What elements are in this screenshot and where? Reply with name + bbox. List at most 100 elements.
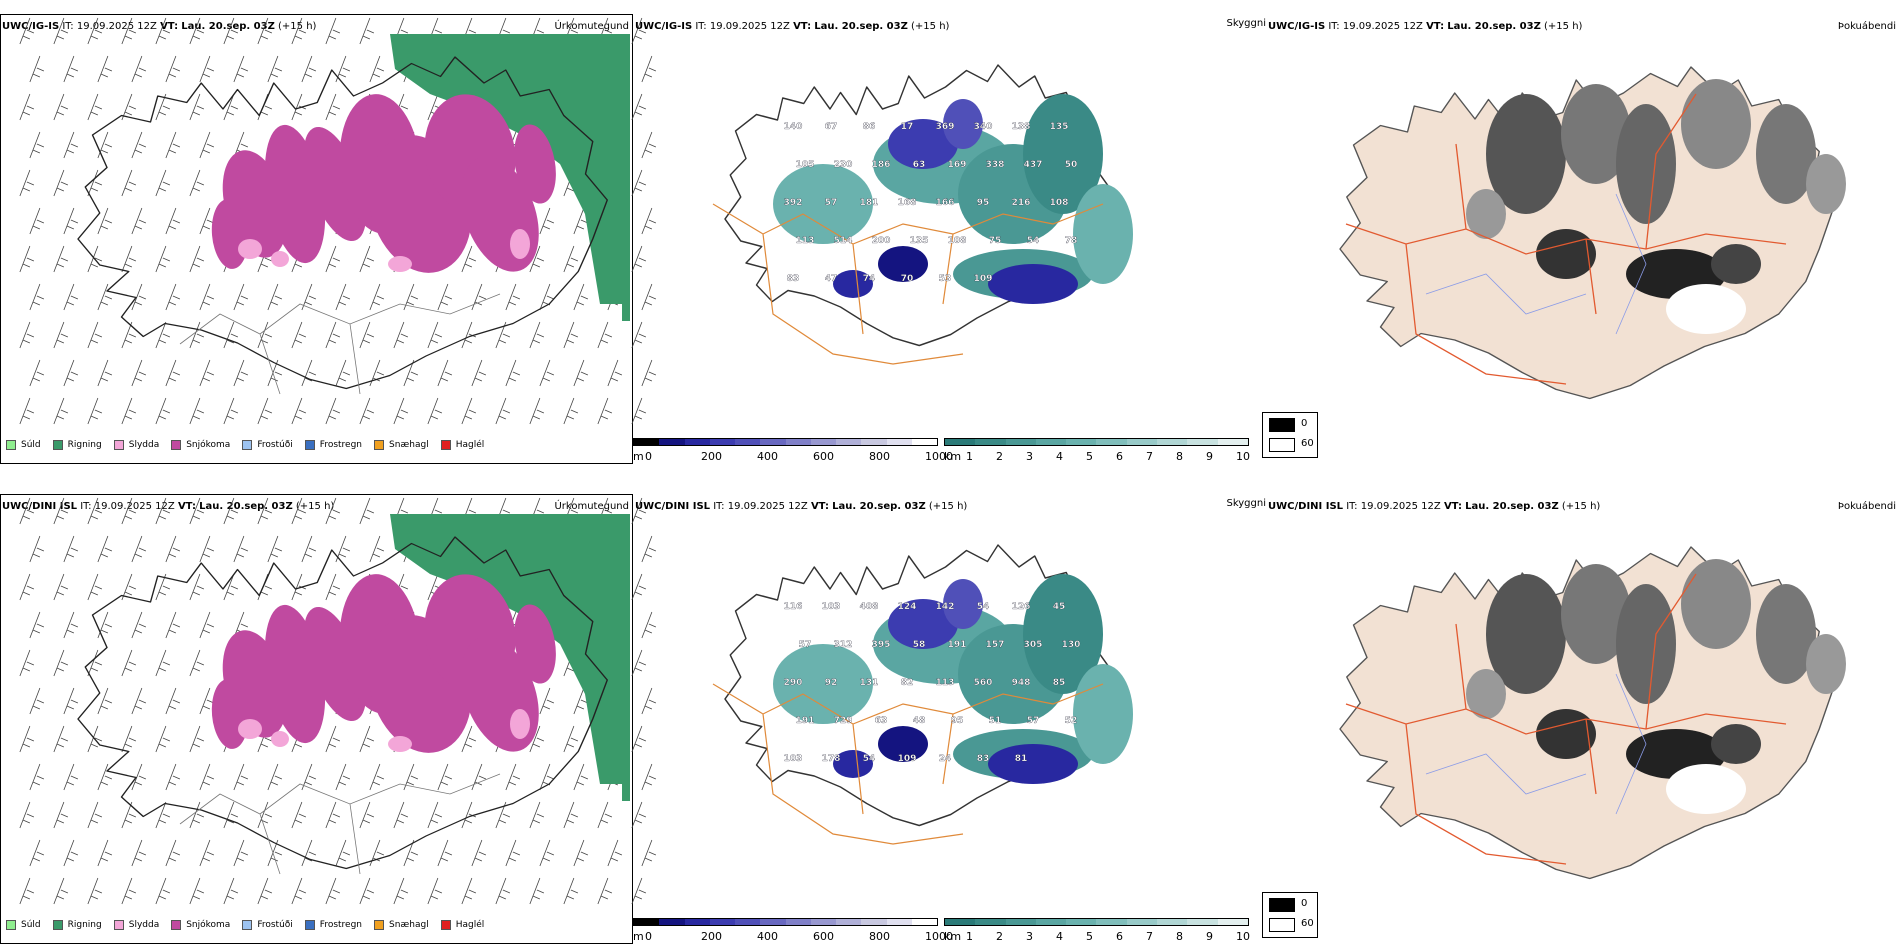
panel-title: UWC/DINI ISL IT: 19.09.2025 12Z VT: Lau.… (2, 501, 335, 512)
sleet-area (388, 256, 412, 272)
legend-label: Snæhagl (389, 920, 429, 930)
colorbar-swatch (975, 439, 1006, 445)
roads (1345, 573, 1787, 865)
cloudbase-label: 57 (799, 640, 812, 650)
cloudbase-label: 51 (989, 716, 1002, 726)
legend-item: Slydda (108, 920, 159, 930)
legend-swatch (113, 440, 124, 450)
cloudbase-label: 63 (875, 716, 888, 726)
cloudbase-label: 103 (822, 602, 841, 612)
colorbar-tick: 7 (1146, 930, 1153, 943)
snow-area (303, 126, 367, 242)
colorbar-swatch (735, 439, 761, 445)
cloudbase-label: 514 (834, 236, 853, 246)
precip-title: Úrkomutegund (554, 21, 629, 32)
cloudbase-label: 124 (898, 602, 917, 612)
colorbar-swatch (785, 439, 811, 445)
visibility-area (773, 644, 873, 724)
fog-area (1466, 189, 1506, 239)
colorbar-tick: 800 (869, 450, 890, 463)
visibility-colorbar: km 1 2 3 4 5 6 7 8 9 10 (944, 438, 1264, 464)
fog-area (1466, 669, 1506, 719)
legend-label: Haglél (455, 920, 485, 930)
cloudbase-label: 81 (1015, 754, 1028, 764)
cloudbase-label: 126 (1012, 602, 1031, 612)
cloudbase-area (888, 119, 958, 169)
iceland-outline (77, 56, 608, 390)
cloudbase-label: 48 (913, 716, 926, 726)
cloudbase-label: 166 (936, 198, 955, 208)
cloudbase-label: 200 (872, 236, 891, 246)
colorbar-swatch (836, 439, 862, 445)
cloudbase-label: 181 (860, 198, 879, 208)
legend-swatch (374, 920, 385, 930)
visibility-area (773, 164, 873, 244)
cloudbase-label: 191 (948, 640, 967, 650)
colorbar-swatch (659, 919, 685, 925)
legend-item: Slydda (108, 440, 159, 450)
colorbar-swatch (684, 439, 710, 445)
colorbar-strip (944, 438, 1249, 446)
legend-label: Snjókoma (186, 920, 231, 930)
legend-item: Rigning (47, 440, 102, 450)
fog-map (1339, 546, 1846, 880)
colorbar-unit: km (944, 450, 962, 463)
fog-area (1486, 574, 1566, 694)
colorbar-strip (944, 918, 1249, 926)
colorbar-tick: 7 (1146, 450, 1153, 463)
colorbar-tick: 10 (1236, 930, 1250, 943)
legend-label: Slydda (128, 440, 160, 450)
cloudbase-label: 140 (784, 122, 803, 132)
legend-swatch (1269, 918, 1295, 932)
cloudbase-label: 395 (872, 640, 891, 650)
colorbar-swatch (634, 919, 660, 925)
colorbar-swatch (861, 919, 887, 925)
colorbar-tick: 400 (757, 930, 778, 943)
panel-title: UWC/DINI ISL IT: 19.09.2025 12Z VT: Lau.… (1268, 501, 1601, 512)
cloudbase-label: 948 (1012, 678, 1031, 688)
cloudbase-label: 54 (863, 754, 876, 764)
cloudbase-label: 24 (939, 754, 952, 764)
legend-swatch (242, 920, 253, 930)
cloudbase-area (833, 750, 873, 778)
legend-label: Frostregn (319, 440, 363, 450)
colorbar-swatch (1035, 919, 1067, 925)
cloudbase-label: 230 (834, 160, 853, 170)
colorbar-unit: km (944, 930, 962, 943)
colorbar-tick: 9 (1206, 450, 1213, 463)
fog-area (1681, 79, 1751, 169)
legend-item: Frostúði (236, 440, 293, 450)
cloudbase-label: 108 (1050, 198, 1069, 208)
legend-swatch (52, 440, 63, 450)
colorbar-swatch (760, 919, 786, 925)
rain-area (622, 776, 630, 801)
sleet-area (510, 709, 530, 739)
cloudbase-colorbar: m 0 200 400 600 800 1000 (633, 918, 953, 944)
legend-label: Snjókoma (186, 440, 231, 450)
colorbar-tick: 1 (966, 450, 973, 463)
precip-title: Úrkomutegund (554, 501, 629, 512)
colorbar-tick: 6 (1116, 930, 1123, 943)
cloudbase-label: 169 (948, 160, 967, 170)
sleet-area (238, 239, 262, 259)
legend-item: Snjókoma (165, 920, 230, 930)
legend-swatch (6, 440, 16, 450)
roads (1345, 93, 1787, 385)
legend-label: 0 (1301, 898, 1308, 909)
legend-label: 60 (1301, 438, 1314, 449)
cloudbase-area (878, 726, 928, 762)
legend-item: Snæhagl (368, 440, 429, 450)
cloudbase-label: 437 (1024, 160, 1043, 170)
cloudbase-label: 95 (951, 716, 964, 726)
cloudbase-label: 168 (898, 198, 917, 208)
legend-item: Haglél (435, 920, 485, 930)
fog-area (1756, 104, 1816, 204)
cloudbase-label: 191 (796, 716, 815, 726)
cloudbase-label: 78 (1065, 236, 1078, 246)
cloudbase-label: 83 (977, 754, 990, 764)
cloudbase-area (943, 99, 983, 149)
fog-area (1616, 104, 1676, 224)
colorbar-tick: 3 (1026, 450, 1033, 463)
cloudbase-label: 86 (863, 122, 876, 132)
legend-swatch (171, 920, 182, 930)
